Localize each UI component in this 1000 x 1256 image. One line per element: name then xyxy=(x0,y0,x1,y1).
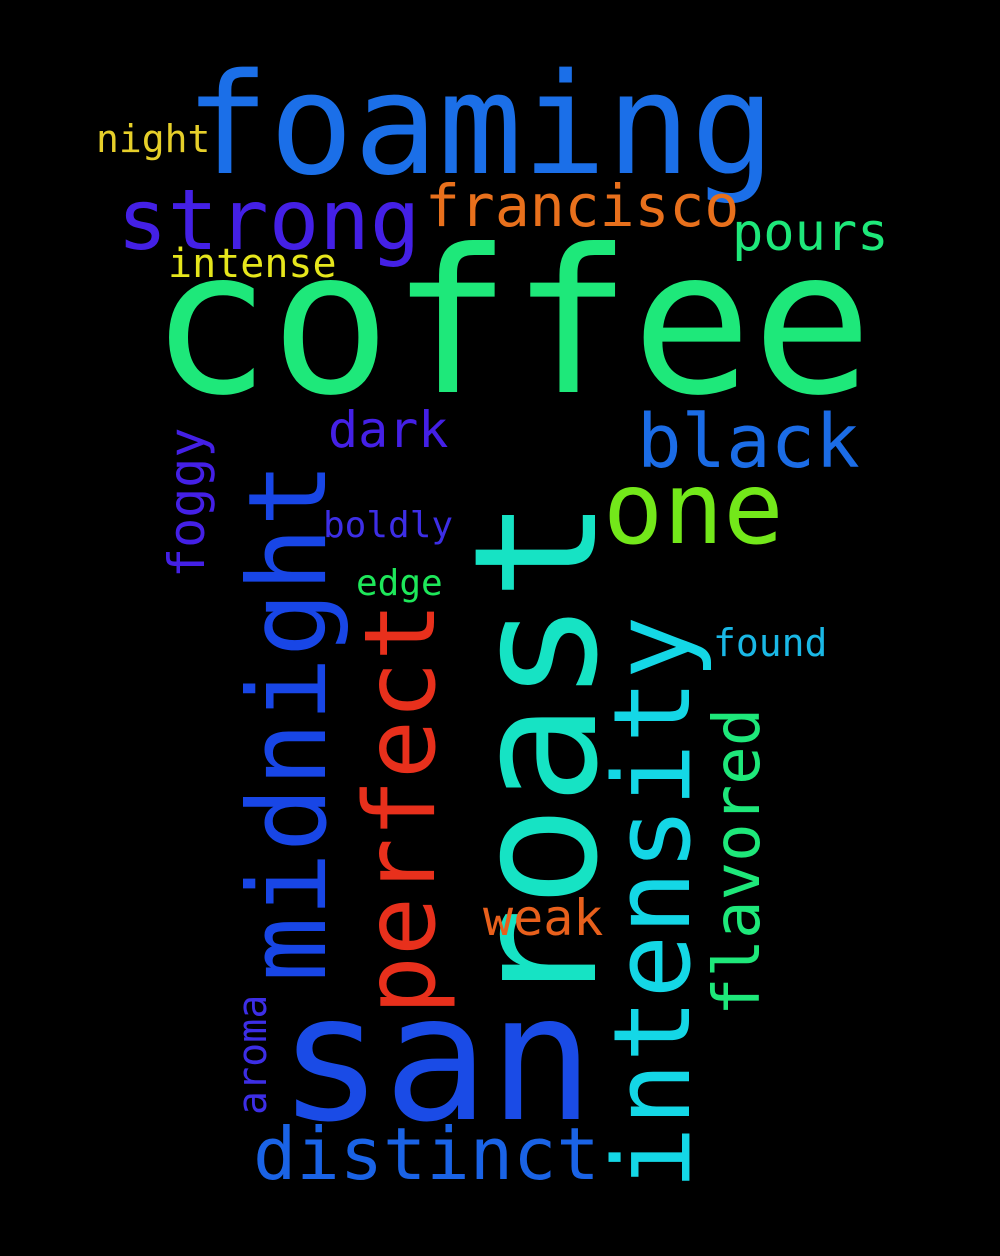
word-boldly: boldly xyxy=(323,505,454,546)
word-dark: dark xyxy=(328,401,449,459)
word-francisco: francisco xyxy=(425,172,740,240)
word-black: black xyxy=(637,399,860,485)
word-coffee: coffee xyxy=(150,207,873,440)
word-strong: strong xyxy=(117,171,421,269)
word-san: san xyxy=(278,958,595,1161)
word-foggy: foggy xyxy=(158,427,216,578)
word-distinct: distinct xyxy=(253,1112,600,1196)
word-pours: pours xyxy=(732,203,889,263)
word-foaming: foaming xyxy=(185,44,776,207)
word-perfect: perfect xyxy=(344,601,458,1015)
word-intensity: intensity xyxy=(591,615,714,1190)
word-night: night xyxy=(96,117,211,161)
word-edge: edge xyxy=(356,563,443,604)
word-flavored: flavored xyxy=(701,707,775,1016)
word-aroma: aroma xyxy=(230,994,276,1115)
word-found: found xyxy=(713,621,828,665)
word-weak: weak xyxy=(483,889,604,947)
word-intense: intense xyxy=(168,241,337,287)
word-one: one xyxy=(603,450,784,567)
